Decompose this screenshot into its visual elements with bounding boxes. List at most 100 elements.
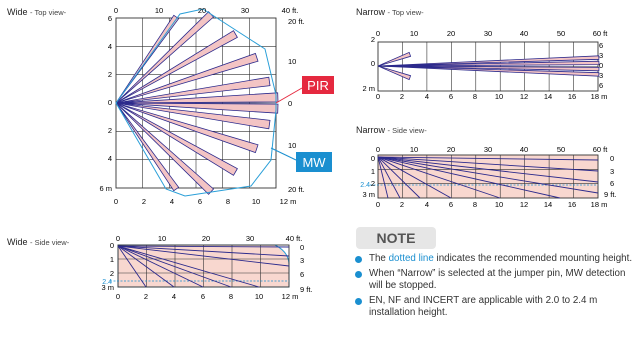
tick-label: 40 ft. <box>282 6 299 15</box>
wide-top-bottom-ticks: 0 2 4 6 8 10 12 m <box>114 197 296 206</box>
pir-beam <box>115 30 238 104</box>
tick-label: 3 <box>599 51 603 60</box>
tick-label: 60 ft <box>593 29 609 38</box>
tick-label: 2 <box>142 197 146 206</box>
pir-beam <box>115 52 259 104</box>
dotted-line-term: dotted line <box>388 253 434 264</box>
tick-label: 6 <box>449 200 453 209</box>
tick-label: 2 <box>400 200 404 209</box>
tick-label: 6 m <box>99 184 112 193</box>
tick-label: 0 <box>114 197 118 206</box>
tick-label: 1 <box>110 255 114 264</box>
narrow-side-top-ticks: 0 10 20 30 40 50 60 ft <box>376 145 608 154</box>
note-item: When “Narrow” is selected at the jumper … <box>353 268 638 293</box>
tick-label: 8 <box>226 197 230 206</box>
tick-label: 4 <box>170 197 174 206</box>
tick-label: 10 <box>495 92 503 101</box>
tick-label: 14 <box>544 92 552 101</box>
tick-label: 20 <box>447 145 455 154</box>
note-heading: NOTE <box>356 227 436 249</box>
note-text: When “Narrow” is selected at the jumper … <box>369 267 626 292</box>
tick-label: 30 <box>484 145 492 154</box>
tick-label: 0 <box>376 92 380 101</box>
tick-label: 40 <box>520 145 528 154</box>
wide-side-right-ticks: 0 3 6 9 ft. <box>300 243 313 294</box>
tick-label: 0 <box>371 154 375 163</box>
pir-badge-label: PIR <box>307 78 329 93</box>
tick-label: 10 <box>155 6 163 15</box>
wide-top-right-ticks: 20 ft. 10 0 10 20 ft. <box>288 17 305 194</box>
tick-label: 18 m <box>591 200 608 209</box>
grid-frame <box>377 154 599 199</box>
tick-label: 1 <box>371 167 375 176</box>
tick-label: 10 <box>255 292 263 301</box>
tick-label: 8 <box>229 292 233 301</box>
narrow-top-title: Narrow - Top view- <box>356 7 424 17</box>
wide-side-bottom-ticks: 0 2 4 6 8 10 12 m <box>116 292 298 301</box>
pir-leader-line <box>275 87 303 104</box>
tick-label: 20 <box>447 29 455 38</box>
note-text: indicates the recommended mounting heigh… <box>433 253 633 264</box>
mw-badge <box>296 152 332 172</box>
narrow-side-right-ticks: 0 3 6 9 ft. <box>604 154 617 199</box>
tick-label: 20 <box>198 6 206 15</box>
tick-label: 12 <box>520 92 528 101</box>
tick-label: 2 <box>371 179 375 188</box>
tick-label: 16 <box>568 92 576 101</box>
wide-top-top-ticks: 0 10 20 30 40 ft. <box>114 6 298 15</box>
tick-label: 40 <box>520 29 528 38</box>
tick-label: 10 <box>410 29 418 38</box>
pir-beam <box>115 102 238 176</box>
pir-beam <box>115 102 180 192</box>
detection-beam <box>117 245 260 288</box>
wide-side-title: Wide - Side view- <box>7 237 70 247</box>
wide-top-pir-beams <box>115 11 279 195</box>
tick-label: 18 m <box>591 92 608 101</box>
tick-label: 0 <box>288 99 292 108</box>
tick-label: 0 <box>110 241 114 250</box>
detection-beam <box>117 245 175 288</box>
tick-label: 9 ft. <box>604 190 617 199</box>
detection-beam <box>377 156 501 199</box>
tick-label: 6 <box>300 270 304 279</box>
tick-label: 2 m <box>362 84 375 93</box>
tick-label: 2 <box>110 269 114 278</box>
tick-label: 8 <box>473 92 477 101</box>
detection-beam <box>377 156 599 172</box>
tick-label: 4 <box>172 292 176 301</box>
pir-beam <box>377 51 412 67</box>
wide-side-left-ticks: 0 1 2 3 m <box>101 241 114 292</box>
pir-beam <box>115 102 279 114</box>
tick-label: 50 <box>557 29 565 38</box>
note-text: The <box>369 253 389 264</box>
note-text: EN, NF and INCERT are applicable with 2.… <box>369 294 598 319</box>
tick-label: 6 <box>201 292 205 301</box>
tick-label: 3 m <box>101 283 114 292</box>
narrow-side-left-ticks: 0 1 2 3 m <box>362 154 375 199</box>
pir-beam <box>377 60 600 67</box>
tick-label: 2 <box>400 92 404 101</box>
tick-label: 16 <box>568 200 576 209</box>
narrow-side-zone <box>378 155 598 198</box>
tick-label: 2 <box>108 70 112 79</box>
tick-label: 4 <box>425 200 429 209</box>
tick-label: 10 <box>410 145 418 154</box>
tick-label: 2 <box>108 126 112 135</box>
tick-label: 0 <box>114 6 118 15</box>
tick-label: 40 ft. <box>286 234 303 243</box>
tick-label: 12 m <box>282 292 299 301</box>
tick-label: 50 <box>557 145 565 154</box>
narrow-top-pir-beams <box>377 51 600 81</box>
tick-label: 10 <box>252 197 260 206</box>
tick-label: 8 <box>473 200 477 209</box>
tick-label: 2 <box>371 35 375 44</box>
tick-label: 3 <box>300 256 304 265</box>
pir-beam <box>115 92 279 104</box>
bullet-icon <box>355 270 362 278</box>
tick-label: 3 <box>599 71 603 80</box>
detection-beam <box>117 245 290 257</box>
mw-leader-line <box>270 147 297 161</box>
detection-beam <box>117 245 232 288</box>
tick-label: 0 <box>599 61 603 70</box>
